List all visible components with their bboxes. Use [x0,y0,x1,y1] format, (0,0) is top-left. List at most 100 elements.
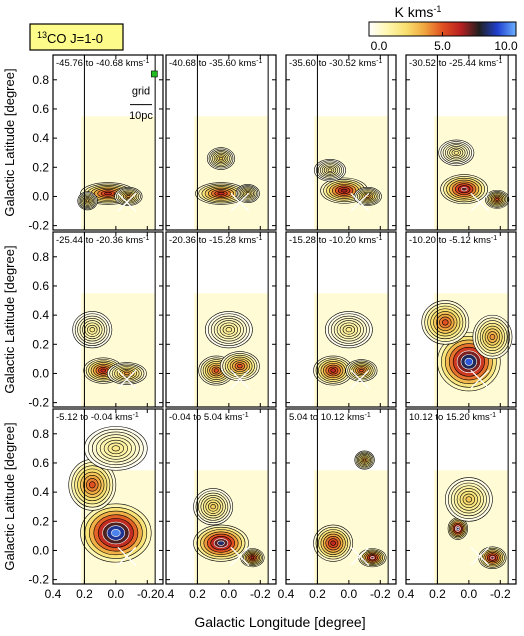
center-marker [230,546,250,566]
panel-frame [165,54,277,231]
panel-frame [52,54,164,231]
velocity-range-label: -15.28 to -10.20 kms-1 [289,235,382,246]
y-tick-label: 0.0 [32,366,49,380]
velocity-range-label: -0.04 to 5.04 kms-1 [169,412,249,423]
emission-map [313,116,389,230]
emission-contour [104,191,112,196]
svg-text:13CO J=1-0: 13CO J=1-0 [37,30,103,46]
emission-contour [465,496,473,503]
emission-contour [237,364,243,369]
y-tick-label: 0.2 [32,514,49,528]
x-axis-title: Galactic Longitude [degree] [194,614,365,630]
panel-frame [405,408,517,585]
center-marker [117,546,137,566]
x-tick-label: 0.4 [398,587,415,601]
channel-panel: -45.76 to -40.68 kms-1 0.8 0.6 0.4 0.2 0.0 -0.… [28,54,164,233]
colorbar-tick-label: 10.0 [494,39,518,53]
x-tick-label: -0.2 [370,587,391,601]
emission-contour [453,150,459,155]
velocity-range-label: -25.44 to -20.36 kms-1 [56,235,149,246]
panel-frame [165,231,277,408]
panel-frame [285,408,397,585]
x-tick-label: 0.2 [429,587,446,601]
center-marker [230,192,250,212]
channel-panel: -30.52 to -25.44 kms-1 [405,54,517,231]
channel-panel: -40.68 to -35.60 kms-1 [165,54,277,231]
panel-frame [52,408,164,585]
emission-contour [86,199,90,203]
line-name: CO J=1-0 [47,31,103,46]
grid-label: grid [132,85,150,97]
emission-contour [327,168,333,172]
diffuse-emission [314,293,389,407]
emission-contour [217,191,225,196]
colorbar-unit-exponent: -1 [433,4,441,14]
channel-panel: -15.28 to -10.20 kms-1 [285,231,397,408]
x-tick-label: 0.0 [341,587,358,601]
center-marker [350,369,370,389]
velocity-range-label: -45.76 to -40.68 kms-1 [56,58,149,69]
scale-bar-label: 10pc [129,110,153,122]
colorbar: K kms-1 0.0 5.0 10.0 [368,4,518,53]
emission-contour [100,368,107,373]
isotope-superscript: 13 [37,30,47,40]
diffuse-emission [434,116,509,230]
emission-contour [111,445,121,452]
y-axis-title: Galactic Latitude [degree] [2,245,17,393]
x-tick-label: -0.2 [490,587,511,601]
velocity-range-label: -35.60 to -30.52 kms-1 [289,58,382,69]
emission-map [194,116,269,230]
emission-contour [218,156,224,161]
panel-frame [285,54,397,231]
emission-map [193,470,269,584]
center-marker [350,192,370,212]
channel-panel: -20.36 to -15.28 kms-1 [165,231,277,408]
emission-contour [330,368,336,373]
y-tick-label: 0.2 [32,160,49,174]
y-axis-title: Galactic Latitude [degree] [2,68,17,216]
colorbar-unit: K kms [395,4,434,20]
diffuse-emission [81,293,156,407]
emission-contour [89,481,96,489]
center-marker [350,546,370,566]
emission-contour [213,368,219,373]
panel-frame [165,408,277,585]
emission-contour [490,556,495,560]
diffuse-emission [194,116,269,230]
emission-map [313,450,389,584]
velocity-range-label: -20.36 to -15.28 kms-1 [169,235,262,246]
emission-contour [111,529,121,537]
panel-frame [405,54,517,231]
figure-label: 13CO J=1-0 [29,23,124,51]
emission-contour [460,187,468,192]
emission-contour [250,556,255,560]
y-tick-label: 0.8 [32,427,49,441]
center-marker [470,192,490,212]
x-tick-label: 0.0 [461,587,478,601]
emission-contour [89,327,96,333]
y-tick-label: 0.6 [32,102,49,116]
velocity-range-label: 5.04 to 10.12 kms-1 [289,412,371,423]
channel-panel: -10.20 to -5.12 kms-1 [405,231,517,408]
colorbar-tick-label: 5.0 [434,39,451,53]
channel-panel: 5.04 to 10.12 kms-1 0.4 0.2 0.0 -0.2 [278,408,397,601]
velocity-range-label: -5.12 to -0.04 kms-1 [56,412,139,423]
y-tick-label: 0.4 [32,485,49,499]
emission-map [434,470,509,584]
emission-contour [456,526,460,531]
y-tick-label: 0.2 [32,337,49,351]
y-tick-label: 0.6 [32,279,49,293]
center-marker [230,369,250,389]
svg-text:K kms-1: K kms-1 [395,4,442,20]
x-tick-label: 0.4 [278,587,295,601]
channel-panel: 10.12 to 15.20 kms-1 0.4 0.2 0.0 -0.2 [398,408,517,601]
channel-panel: -25.44 to -20.36 kms-1 0.8 0.6 0.4 0.2 0.0 -0.… [28,231,164,410]
emission-map [421,293,513,407]
x-tick-label: 0.0 [221,587,238,601]
emission-map [313,293,389,407]
emission-contour [442,319,449,326]
emission-contour [126,195,131,198]
y-tick-label: 0.6 [32,456,49,470]
emission-contour [225,327,233,333]
